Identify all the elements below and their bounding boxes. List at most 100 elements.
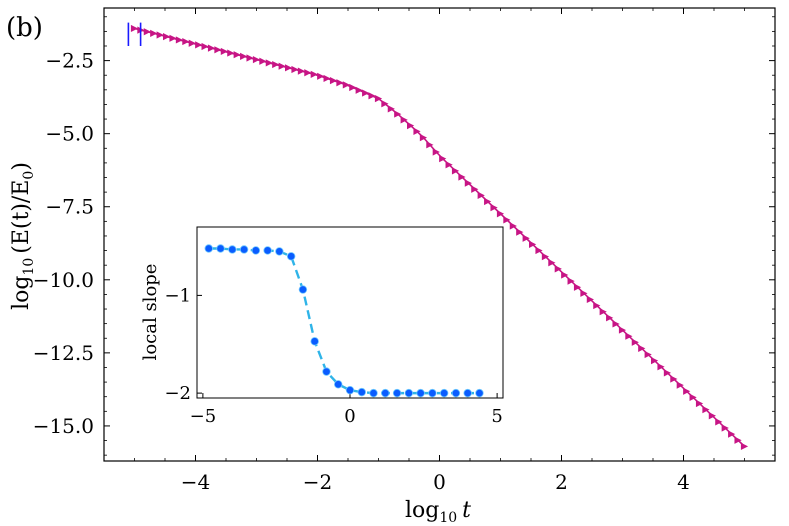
main-data-point [163,33,171,41]
main-data-point [265,59,273,67]
inset-data-point [404,388,414,398]
main-data-point [612,320,620,328]
inset-y-axis-label: local slope [140,264,161,361]
inset-data-point [369,388,378,398]
inset-data-point [475,388,484,398]
inset-data-point [416,388,425,398]
inset-frame [196,226,504,399]
main-data-point [169,34,177,42]
main-data-point [625,332,633,340]
main-data-point [349,83,357,92]
main-data-point [336,79,344,87]
main-data-point [573,283,582,291]
main-data-point [291,65,299,74]
main-data-point [227,49,235,57]
main-data-point [651,357,659,365]
main-data-point [599,308,607,316]
main-data-point [329,77,338,85]
main-data-point [509,222,517,230]
main-y-tick-label: −15.0 [33,414,94,438]
inset-axes: −5 0 5 −1 −2 [164,226,504,427]
inset-data-point [216,244,225,253]
main-data-point [580,289,588,297]
main-data-point [567,277,575,285]
inset-data-point [381,388,390,398]
main-data-point [323,74,331,83]
main-data-point [439,155,447,163]
main-data-point [317,72,325,80]
main-x-tick-label: 0 [433,470,446,494]
main-data-point [297,67,306,75]
main-data-point [143,28,151,36]
main-data-point [387,105,395,113]
main-data-point [304,69,312,77]
panel-label: (b) [6,13,43,43]
main-data-point [464,179,472,187]
main-data-point [394,110,402,118]
main-data-point [259,57,267,65]
main-data-point [407,122,415,130]
main-x-tick-label: 2 [555,470,568,494]
main-data-point [606,314,614,322]
main-data-point [278,62,286,70]
main-data-point [631,338,639,346]
inset-data-point [310,337,319,346]
inset-data-point [345,385,355,395]
main-data-point [233,51,241,59]
main-data-point [130,24,139,33]
main-data-point [548,259,556,267]
main-y-tick-label: −12.5 [33,341,94,365]
main-data-point [702,406,710,414]
main-data-point [638,344,646,353]
main-data-point [419,134,428,142]
inset-series [204,244,484,398]
main-data-point [593,301,601,310]
inset-data-point [428,388,437,398]
inset-data-point [298,285,308,294]
main-data-point [644,350,652,359]
main-data-point [458,173,466,181]
main-y-tick-label: −10.0 [33,268,94,292]
inset-data-point [204,244,213,253]
main-data-point [484,197,492,206]
inset-data-point [451,388,461,398]
main-x-tick-label: 4 [677,470,690,494]
main-data-point [214,46,222,54]
main-data-point [175,36,184,44]
main-data-point [516,228,524,236]
main-data-point [496,210,505,218]
main-data-point [400,116,408,124]
main-data-point [728,430,736,438]
main-data-point [676,381,684,389]
inset-data-point [286,252,296,261]
inset-y-tick-label: −1 [164,285,191,306]
main-data-point [541,253,550,261]
main-data-point [355,86,363,94]
main-data-point [503,216,511,224]
main-data-point [618,326,627,334]
main-data-point [310,70,318,78]
main-data-point [374,95,383,103]
main-data-point [734,436,742,444]
inset-data-point [275,247,284,256]
main-data-point [445,161,453,169]
main-data-point [740,442,749,450]
inset-data-point [334,380,343,389]
main-axes: −4 −2 0 2 4 −2.5 −5.0 −7.5 −10.0 −12.5 −15.0 [33,7,776,494]
main-data-point [663,369,672,377]
inset-data-point [228,245,237,254]
main-data-point [207,44,216,52]
main-y-tick-label: −2.5 [45,49,94,73]
main-data-point [535,246,543,255]
main-data-point [426,141,434,149]
inset-x-tick-label: −5 [190,406,217,427]
main-data-point [670,375,678,383]
main-data-point [342,81,350,89]
main-data-point [715,418,723,426]
inset-data-point [439,388,449,398]
main-data-point [195,41,203,49]
inset-data-point [251,246,261,255]
main-x-tick-label: −2 [303,470,332,494]
main-data-point [529,240,537,248]
main-data-point [381,100,389,108]
